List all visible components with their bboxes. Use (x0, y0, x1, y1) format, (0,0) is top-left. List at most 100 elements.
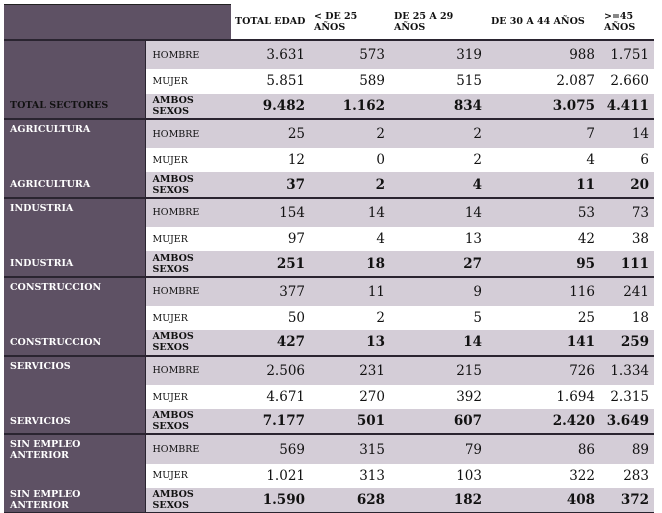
cell-25-a-29: 607 (453, 413, 482, 430)
cell-30-a-44: 7 (487, 117, 600, 149)
cell-menos-25: 4 (376, 231, 385, 248)
cell-30-a-44: 1.694 (556, 389, 595, 405)
sector-label: CONSTRUCCION (4, 275, 145, 306)
cell-45-mas: 73 (600, 196, 654, 228)
cell-25-a-29: 103 (456, 467, 482, 484)
cell-25-a-29: 14 (463, 334, 482, 351)
sector-band (4, 384, 145, 410)
cell-30-a-44: 42 (577, 231, 595, 248)
cell-menos-25: 14 (310, 196, 390, 228)
cell-30-a-44: 4 (586, 152, 595, 169)
sector-band (4, 305, 145, 331)
cell-total-edad: 4.671 (266, 389, 305, 405)
cell-30-a-44: 11 (576, 176, 595, 193)
cell-25-a-29: 14 (390, 196, 487, 228)
sex-label: HOMBRE (144, 354, 231, 385)
cell-30-a-44: 2.420 (552, 413, 595, 430)
cell-menos-25: 628 (310, 488, 390, 513)
cell-menos-25: 573 (310, 38, 390, 70)
cell-menos-25: 18 (366, 255, 385, 272)
cell-45-mas: 241 (600, 275, 654, 306)
cell-total-edad: 1.590 (231, 488, 310, 513)
sex-label: MUJER (144, 384, 231, 410)
table-row: CONSTRUCCION AMBOS SEXOS 427 13 14 141 259 (4, 330, 654, 357)
cell-25-a-29: 2 (473, 152, 482, 169)
table-body: HOMBRE 3.631 573 319 988 1.751 MUJER 5.851 589 51… (4, 38, 654, 513)
cell-45-mas: 18 (631, 310, 649, 327)
sex-label: AMBOS SEXOS (144, 488, 231, 513)
header-menos-25: < DE 25 AÑOS (310, 4, 390, 40)
cell-30-a-44: 95 (576, 255, 595, 272)
sex-label: MUJER (144, 305, 231, 331)
cell-30-a-44: 3.075 (552, 97, 595, 114)
header-30-a-44: DE 30 A 44 AÑOS (487, 4, 600, 40)
cell-total-edad: 427 (276, 334, 305, 351)
cell-menos-25: 0 (376, 152, 385, 169)
cell-menos-25: 11 (310, 275, 390, 306)
cell-total-edad: 7.177 (262, 413, 305, 430)
header-45-mas: >=45 AÑOS (600, 4, 654, 40)
table-row: INDUSTRIA AMBOS SEXOS 251 18 27 95 111 (4, 251, 654, 278)
cell-total-edad: 1.021 (266, 467, 305, 484)
header-row: TOTAL EDAD < DE 25 AÑOS DE 25 A 29 AÑOS … (4, 4, 654, 41)
table-row: SERVICIOS AMBOS SEXOS 7.177 501 607 2.420 3.64… (4, 409, 654, 435)
cell-25-a-29: 515 (456, 73, 482, 90)
table-row: MUJER 1.021 313 103 322 283 (4, 463, 654, 489)
sex-label: AMBOS SEXOS (144, 409, 231, 435)
cell-30-a-44: 2.087 (556, 73, 595, 90)
sex-label: MUJER (144, 69, 231, 94)
sex-label: AMBOS SEXOS (144, 93, 231, 119)
table-row: MUJER 50 2 5 25 18 (4, 305, 654, 331)
table-row: MUJER 97 4 13 42 38 (4, 227, 654, 252)
cell-total-edad: 3.631 (231, 38, 310, 70)
sex-label: MUJER (144, 227, 231, 252)
cell-menos-25: 589 (359, 73, 385, 90)
cell-total-edad: 154 (231, 196, 310, 228)
cell-25-a-29: 27 (463, 255, 482, 272)
sex-label: MUJER (144, 148, 231, 173)
cell-menos-25: 1.162 (342, 97, 385, 114)
cell-45-mas: 372 (600, 488, 654, 513)
cell-menos-25: 270 (359, 389, 385, 405)
sex-label: AMBOS SEXOS (144, 172, 231, 198)
unemployment-table: TOTAL EDAD < DE 25 AÑOS DE 25 A 29 AÑOS … (4, 4, 654, 513)
sector-label: INDUSTRIA (4, 196, 145, 228)
sex-label: MUJER (144, 463, 231, 489)
sex-label: AMBOS SEXOS (144, 251, 231, 277)
cell-45-mas: 38 (631, 231, 649, 248)
sex-label: HOMBRE (144, 38, 231, 70)
sector-total-label: SERVICIOS (4, 409, 145, 435)
sector-total-label: CONSTRUCCION (4, 330, 145, 357)
table-row: CONSTRUCCION HOMBRE 377 11 9 116 241 (4, 275, 654, 306)
cell-45-mas: 14 (600, 117, 654, 149)
cell-45-mas: 3.649 (606, 413, 649, 430)
cell-45-mas: 1.751 (600, 38, 654, 70)
cell-45-mas: 259 (620, 334, 649, 351)
cell-45-mas: 20 (630, 176, 649, 193)
cell-25-a-29: 834 (453, 97, 482, 114)
cell-total-edad: 37 (286, 176, 305, 193)
header-25-a-29: DE 25 A 29 AÑOS (390, 4, 487, 40)
cell-25-a-29: 5 (473, 310, 482, 327)
table-row: TOTAL SECTORES AMBOS SEXOS 9.482 1.162 834 3.… (4, 93, 654, 120)
table-row: MUJER 4.671 270 392 1.694 2.315 (4, 384, 654, 410)
cell-25-a-29: 4 (472, 176, 482, 193)
sector-total-label: TOTAL SECTORES (4, 93, 145, 120)
cell-total-edad: 569 (231, 433, 310, 464)
table-row: MUJER 12 0 2 4 6 (4, 148, 654, 173)
cell-45-mas: 2.660 (610, 73, 649, 90)
cell-25-a-29: 79 (390, 433, 487, 464)
sector-label (4, 38, 145, 70)
sector-band (4, 463, 145, 489)
cell-30-a-44: 86 (487, 433, 600, 464)
sector-band (4, 227, 145, 252)
sex-label: HOMBRE (144, 275, 231, 306)
sex-label: AMBOS SEXOS (144, 330, 231, 356)
table-row: INDUSTRIA HOMBRE 154 14 14 53 73 (4, 196, 654, 228)
cell-45-mas: 4.411 (606, 97, 649, 114)
cell-menos-25: 315 (310, 433, 390, 464)
cell-menos-25: 13 (366, 334, 385, 351)
table-row: SERVICIOS HOMBRE 2.506 231 215 726 1.334 (4, 354, 654, 385)
cell-25-a-29: 13 (464, 231, 482, 248)
sex-label: HOMBRE (144, 433, 231, 464)
